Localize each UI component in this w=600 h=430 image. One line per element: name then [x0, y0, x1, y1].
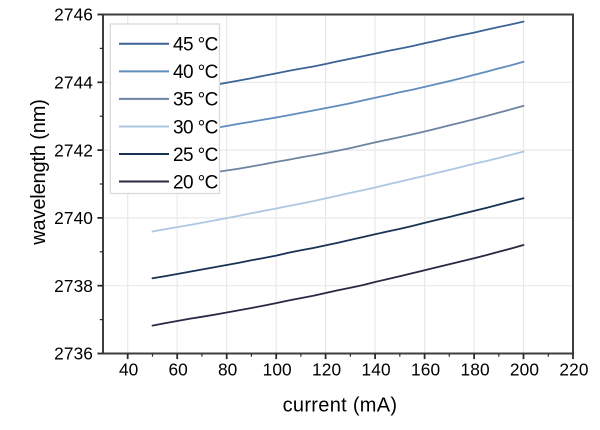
svg-text:80: 80 — [218, 360, 237, 380]
svg-text:120: 120 — [312, 360, 341, 380]
svg-text:180: 180 — [461, 360, 490, 380]
svg-text:30 °C: 30 °C — [173, 117, 218, 138]
svg-text:2742: 2742 — [54, 140, 93, 160]
svg-text:100: 100 — [263, 360, 292, 380]
svg-text:35 °C: 35 °C — [173, 90, 218, 111]
svg-text:45 °C: 45 °C — [173, 35, 218, 56]
svg-text:200: 200 — [510, 360, 539, 380]
svg-text:wavelength (nm): wavelength (nm) — [28, 99, 50, 246]
svg-text:2746: 2746 — [54, 5, 93, 25]
svg-text:2738: 2738 — [54, 276, 93, 296]
svg-text:25 °C: 25 °C — [173, 145, 218, 166]
svg-text:2736: 2736 — [54, 344, 93, 364]
svg-text:2740: 2740 — [54, 208, 93, 228]
svg-text:20 °C: 20 °C — [173, 172, 218, 193]
svg-text:60: 60 — [168, 360, 187, 380]
svg-text:current (mA): current (mA) — [283, 395, 398, 417]
svg-text:140: 140 — [362, 360, 391, 380]
svg-text:220: 220 — [559, 360, 588, 380]
svg-text:2744: 2744 — [54, 73, 93, 93]
svg-text:40 °C: 40 °C — [173, 62, 218, 83]
svg-text:160: 160 — [411, 360, 440, 380]
svg-text:40: 40 — [119, 360, 138, 380]
